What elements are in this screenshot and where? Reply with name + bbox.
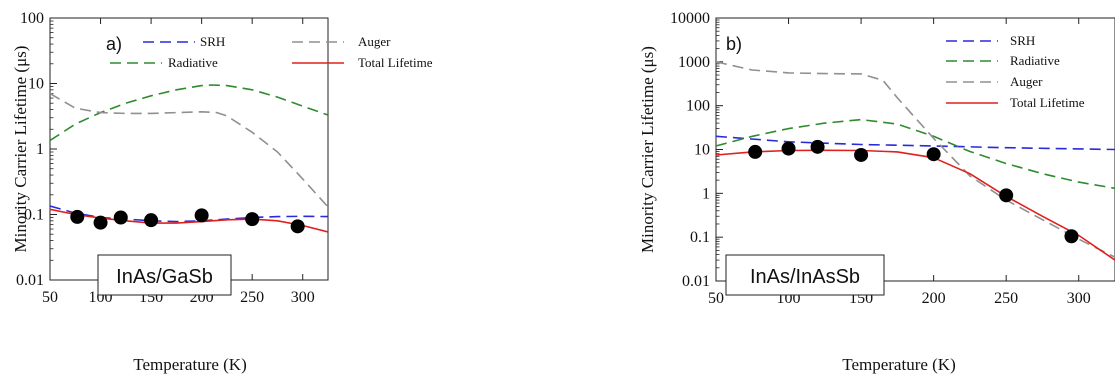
panel-label: a) <box>106 34 122 54</box>
data-point <box>748 144 763 159</box>
legend-label: Radiative <box>168 55 218 70</box>
x-tick-label: 300 <box>1067 290 1091 307</box>
y-axis-label: Minority Carrier Lifetime (μs) <box>638 46 657 253</box>
x-tick-label: 200 <box>922 290 946 307</box>
y-tick-label: 10 <box>28 76 44 93</box>
x-axis-label: Temperature (K) <box>842 355 956 374</box>
x-tick-label: 50 <box>708 290 724 307</box>
series-line-auger <box>50 92 328 208</box>
series-line-srh <box>50 205 328 223</box>
legend-label: SRH <box>1010 33 1035 48</box>
legend-label: Auger <box>358 34 391 49</box>
chart-panel-a: 50 100 150 200 250 3000.010.1110100Temperatur… <box>11 10 433 374</box>
data-point <box>999 188 1014 203</box>
series-line-radiative <box>716 118 1115 190</box>
y-tick-label: 10000 <box>670 10 710 27</box>
data-point <box>113 210 128 225</box>
material-label: InAs/InAsSb <box>750 266 860 288</box>
series-line-total-lifetime <box>716 149 1115 261</box>
y-tick-label: 100 <box>686 98 710 115</box>
data-point <box>245 212 260 227</box>
data-point <box>926 147 941 162</box>
series-line-srh <box>716 135 1115 151</box>
series-group <box>716 61 1115 261</box>
panel-label: b) <box>726 34 742 54</box>
x-axis-label: Temperature (K) <box>133 355 247 374</box>
legend-label: Auger <box>1010 74 1043 89</box>
data-point <box>70 209 85 224</box>
series-group <box>50 84 328 233</box>
y-tick-label: 10 <box>694 142 710 159</box>
legend-label: Total Lifetime <box>358 55 433 70</box>
data-point <box>1064 229 1079 244</box>
y-tick-label: 1000 <box>678 54 710 71</box>
y-tick-label: 100 <box>20 10 44 27</box>
x-tick-label: 50 <box>42 289 58 306</box>
legend-label: Total Lifetime <box>1010 95 1085 110</box>
series-line-auger <box>716 61 1115 258</box>
y-tick-label: 0.1 <box>690 229 710 246</box>
data-point <box>93 215 108 230</box>
data-point <box>781 141 796 156</box>
data-point <box>194 208 209 223</box>
x-tick-label: 300 <box>291 289 315 306</box>
material-label-box <box>97 254 232 296</box>
y-tick-label: 1 <box>36 141 44 158</box>
y-tick-label: 0.01 <box>682 273 710 290</box>
y-tick-label: 0.1 <box>24 207 44 224</box>
data-point <box>144 213 159 228</box>
legend-label: Radiative <box>1010 53 1060 68</box>
data-point <box>854 147 869 162</box>
legend-label: SRH <box>200 34 225 49</box>
material-label: InAs/GaSb <box>116 266 213 288</box>
chart-panel-b: 50 100 150 200 250 3000.010.1110100100010000T… <box>638 10 1115 374</box>
data-point <box>290 219 305 234</box>
x-tick-label: 250 <box>240 289 264 306</box>
material-label-box <box>725 254 885 296</box>
y-tick-label: 1 <box>702 185 710 202</box>
y-tick-label: 0.01 <box>16 272 44 289</box>
data-point <box>810 139 825 154</box>
y-axis-label: Minority Carrier Lifetime (μs) <box>11 46 30 253</box>
x-tick-label: 250 <box>994 290 1018 307</box>
